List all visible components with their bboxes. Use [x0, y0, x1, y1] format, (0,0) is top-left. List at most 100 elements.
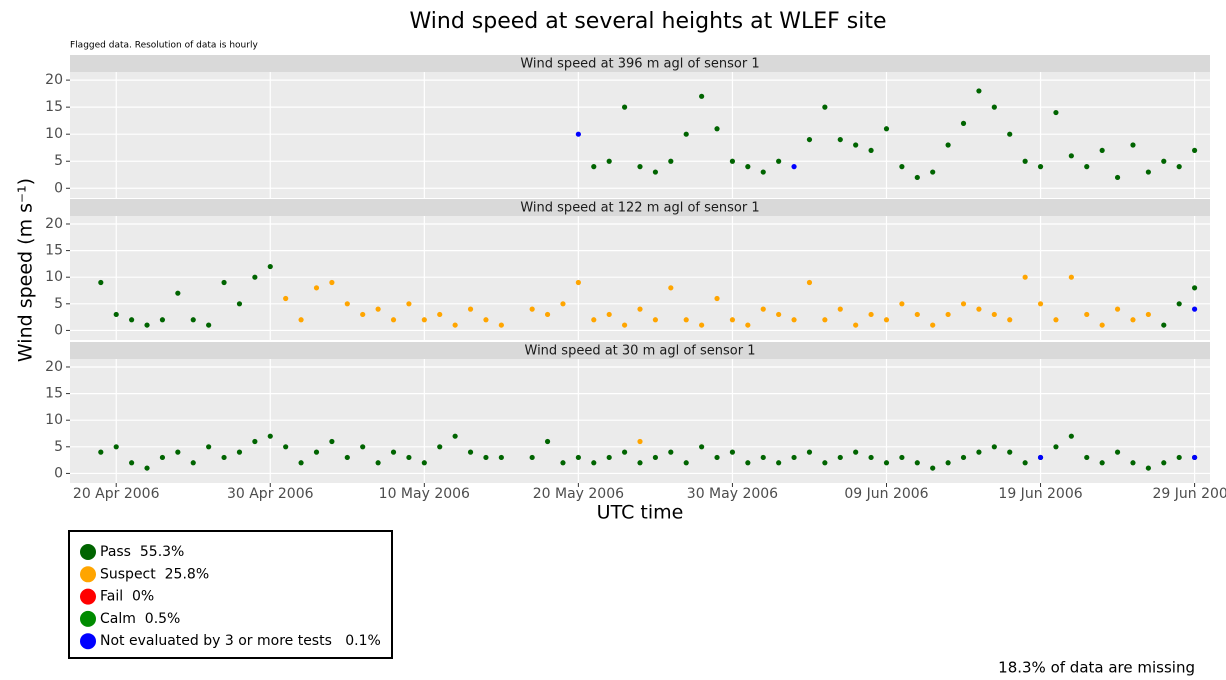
data-point: [1191, 285, 1198, 291]
chart-title: Wind speed at several heights at WLEF si…: [410, 9, 887, 34]
data-point: [714, 295, 720, 302]
data-point: [483, 454, 489, 461]
data-point: [1037, 454, 1044, 461]
data-point: [1037, 301, 1044, 307]
data-point: [1130, 460, 1136, 466]
data-point: [575, 454, 581, 461]
data-point: [791, 454, 797, 461]
data-point: [853, 449, 859, 455]
data-point: [375, 306, 381, 312]
data-point: [221, 454, 227, 461]
footnote: 18.3% of data are missing: [998, 659, 1195, 677]
data-point: [298, 460, 304, 466]
data-point: [791, 164, 797, 170]
data-point: [1068, 274, 1074, 280]
data-point: [945, 460, 951, 466]
data-point: [360, 311, 366, 318]
data-point: [991, 104, 997, 110]
data-point: [267, 263, 273, 270]
legend-swatch: [80, 610, 96, 627]
data-point: [930, 465, 936, 471]
y-tick-label: 5: [54, 153, 63, 169]
data-point: [1130, 317, 1136, 323]
data-point: [529, 454, 535, 461]
data-point: [437, 444, 443, 450]
data-point: [375, 460, 381, 466]
data-point: [668, 449, 674, 455]
data-point: [1114, 306, 1121, 312]
data-point: [1161, 460, 1167, 466]
data-point: [1007, 449, 1013, 455]
data-point: [190, 317, 196, 323]
data-point: [1099, 322, 1105, 328]
legend-label: Pass 55.3%: [100, 544, 184, 560]
data-point: [1007, 317, 1013, 323]
data-point: [637, 438, 643, 445]
data-point: [883, 126, 890, 132]
data-point: [1022, 460, 1028, 466]
data-point: [283, 444, 289, 450]
data-point: [1114, 449, 1121, 455]
data-point: [899, 164, 905, 170]
data-point: [1176, 164, 1182, 170]
data-point: [652, 169, 659, 175]
data-point: [1007, 131, 1013, 137]
data-point: [252, 438, 258, 445]
data-point: [606, 311, 612, 318]
x-tick-label: 30 Apr 2006: [227, 486, 314, 502]
data-point: [236, 449, 243, 455]
panel-background: [70, 216, 1210, 340]
data-point: [1161, 158, 1167, 164]
data-point: [822, 460, 828, 466]
data-point: [637, 460, 643, 466]
y-tick-label: 0: [54, 180, 63, 196]
strip-title: Wind speed at 30 m agl of sensor 1: [525, 344, 756, 359]
data-point: [621, 322, 628, 328]
data-point: [914, 311, 920, 318]
x-tick-label: 10 May 2006: [379, 486, 470, 502]
data-point: [806, 449, 813, 455]
data-point: [668, 158, 674, 164]
data-point: [714, 126, 720, 132]
data-point: [544, 311, 551, 318]
data-point: [945, 311, 951, 318]
data-point: [498, 454, 504, 461]
legend-label: Not evaluated by 3 or more tests 0.1%: [100, 633, 381, 649]
strip: [70, 199, 1210, 216]
data-point: [745, 164, 751, 170]
data-point: [868, 147, 874, 154]
data-point: [806, 279, 813, 286]
data-point: [1099, 147, 1105, 154]
data-point: [1068, 153, 1074, 159]
data-point: [560, 301, 566, 307]
data-point: [760, 169, 766, 175]
subtitle: Flagged data. Resolution of data is hour…: [70, 41, 258, 51]
y-tick-label: 15: [45, 243, 63, 259]
data-point: [699, 444, 705, 450]
data-point: [1191, 306, 1198, 312]
data-point: [591, 460, 597, 466]
data-point: [329, 438, 335, 445]
legend-label: Fail 0%: [100, 589, 154, 605]
y-tick-label: 5: [54, 439, 63, 455]
data-point: [591, 317, 597, 323]
data-point: [883, 317, 890, 323]
data-point: [729, 449, 736, 455]
data-point: [236, 301, 243, 307]
data-point: [683, 317, 689, 323]
y-tick-label: 15: [45, 386, 63, 402]
data-point: [745, 322, 751, 328]
data-point: [776, 158, 782, 164]
data-point: [1176, 454, 1182, 461]
data-point: [606, 454, 612, 461]
data-point: [544, 438, 551, 445]
data-point: [714, 454, 720, 461]
data-point: [221, 279, 227, 286]
data-point: [883, 460, 890, 466]
x-tick-label: 30 May 2006: [687, 486, 778, 502]
data-point: [98, 449, 104, 455]
y-tick-label: 10: [45, 126, 63, 142]
data-point: [560, 460, 566, 466]
data-point: [621, 449, 628, 455]
